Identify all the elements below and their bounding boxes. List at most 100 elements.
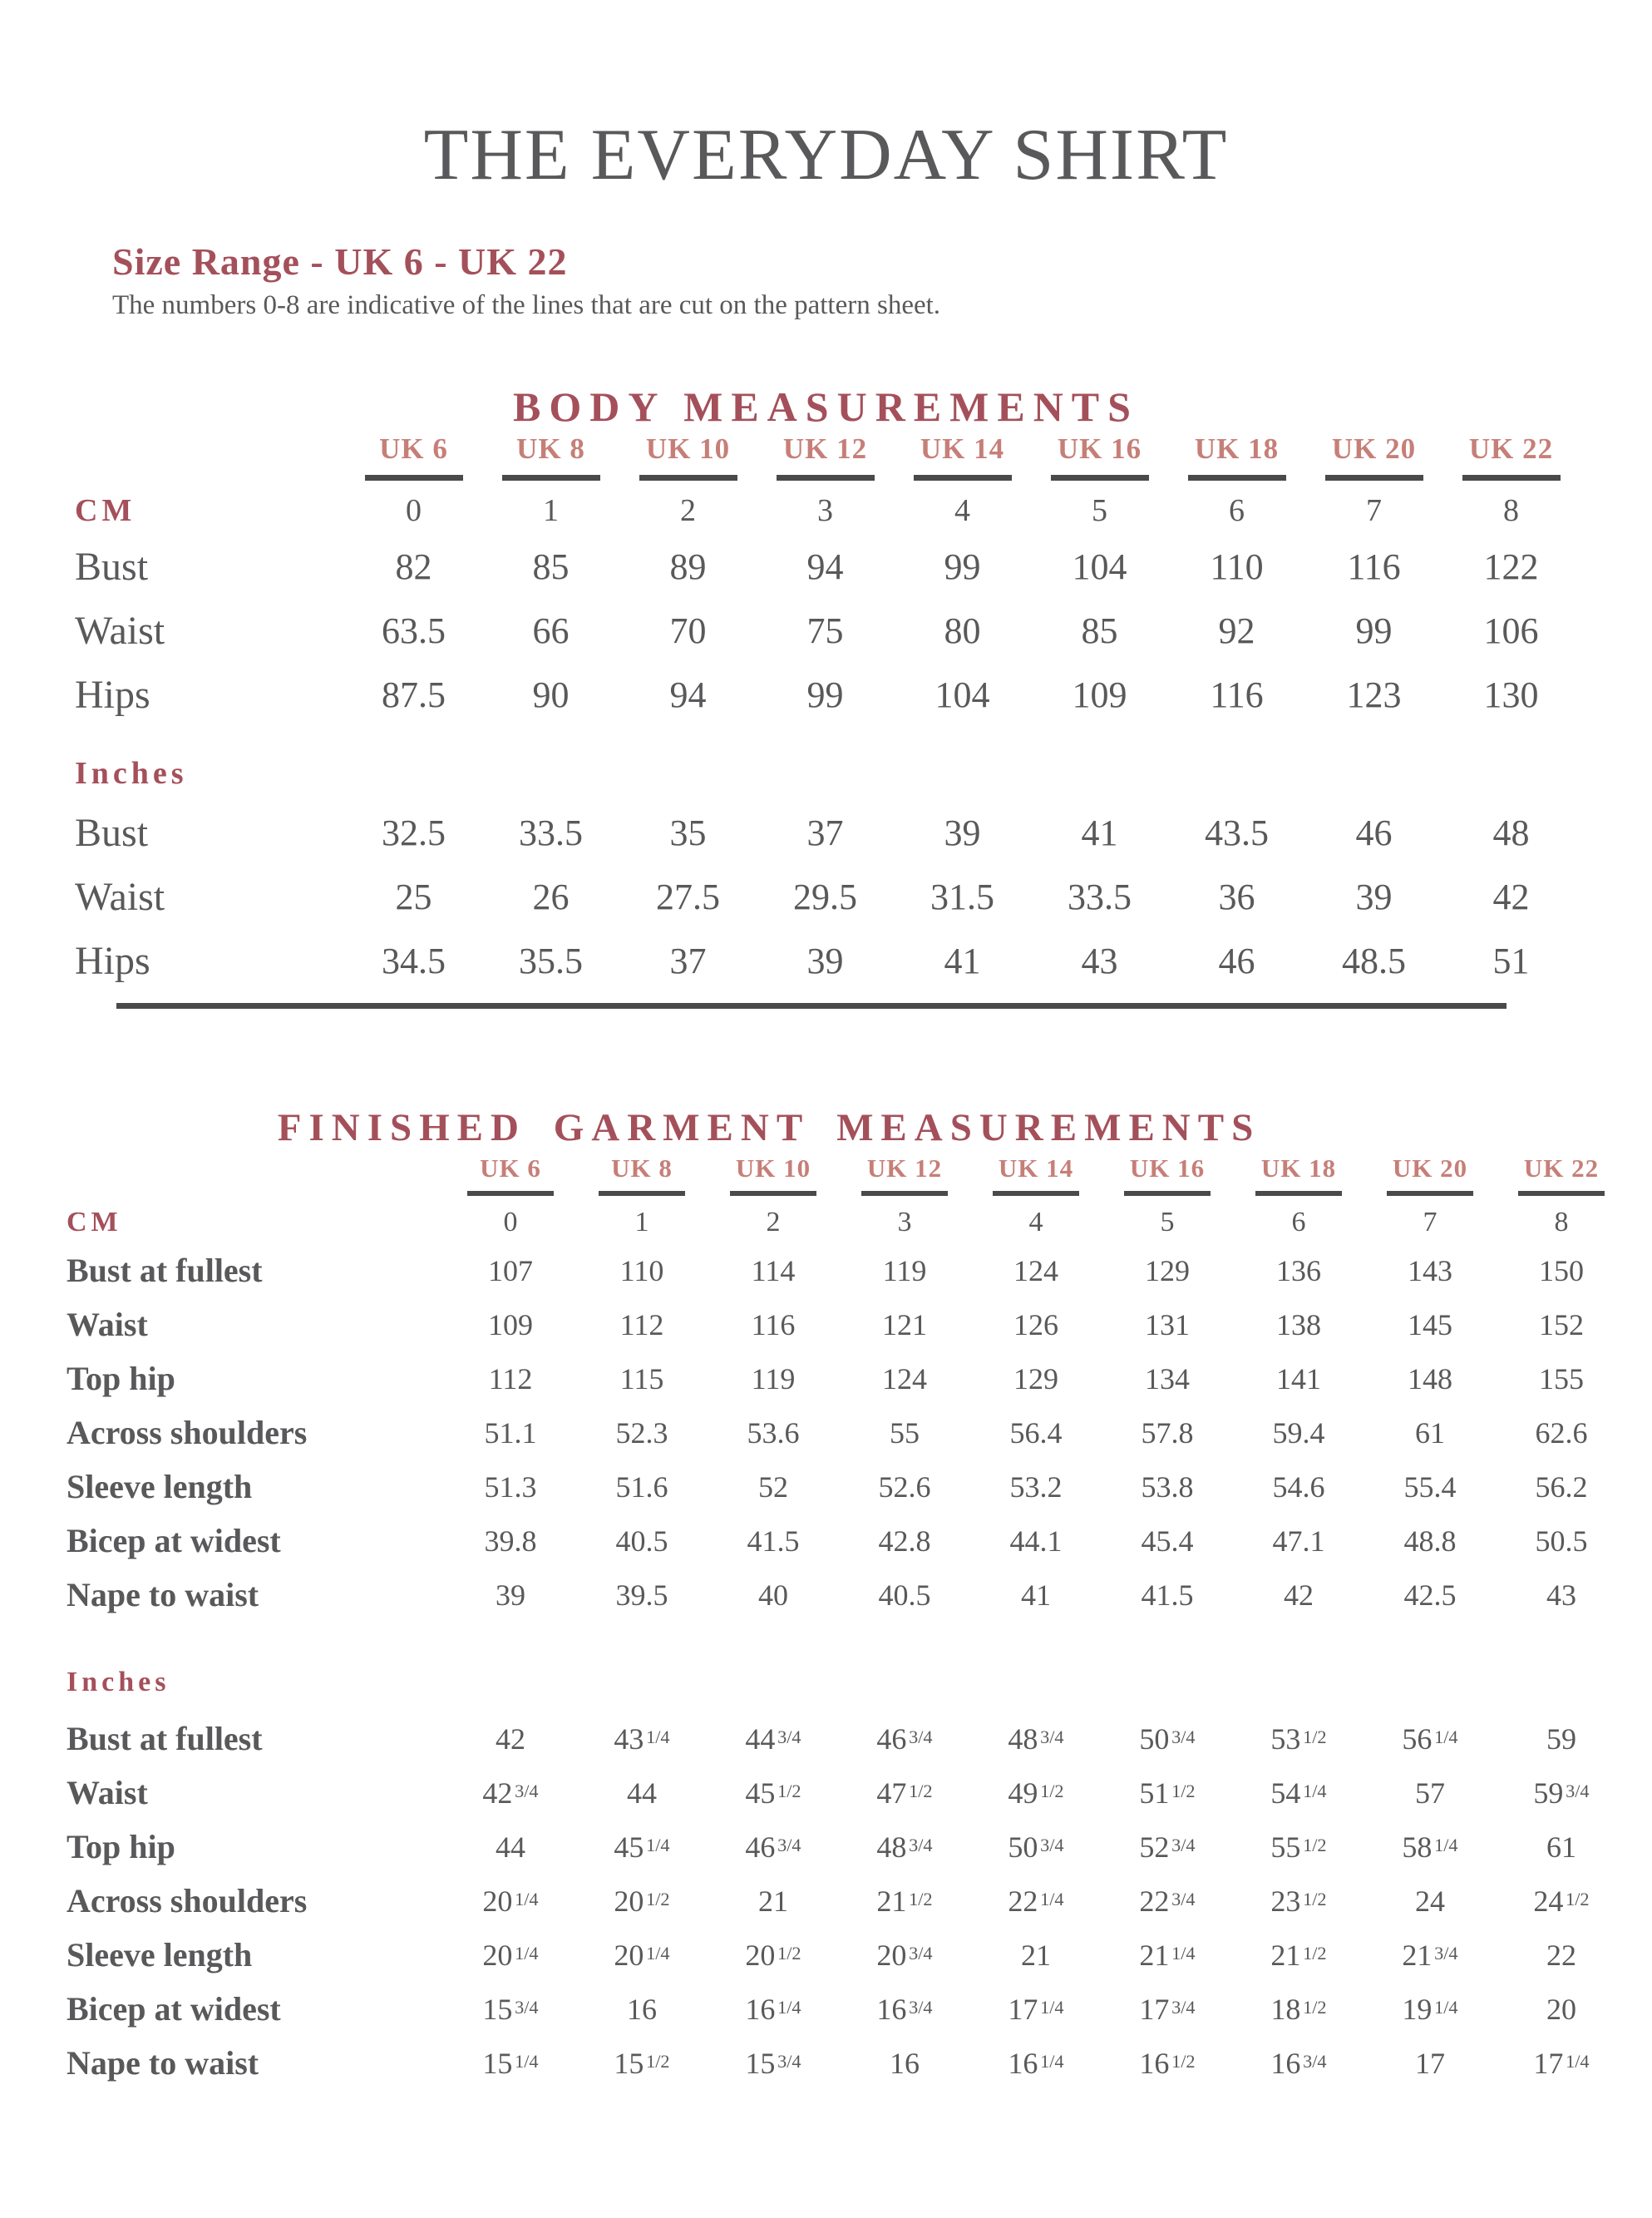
page-title: THE EVERYDAY SHIRT: [423, 114, 1229, 195]
measurement-value-cm: 99: [1355, 610, 1393, 651]
fraction-part: 1/2: [1303, 1726, 1327, 1748]
fraction-part: 1/4: [515, 1889, 539, 1910]
measurement-value-cm: 82: [395, 546, 432, 587]
measurement-value-cm: 53.2: [1009, 1470, 1063, 1504]
fraction-part: 3/4: [1171, 1835, 1196, 1856]
unit-label-inches: Inches: [67, 1667, 170, 1697]
underline-row-spacer: [75, 468, 345, 487]
fraction-part: 1/4: [1040, 2051, 1064, 2072]
measurement-value-inches: 21: [1021, 1938, 1051, 1972]
column-underline: [1050, 474, 1149, 481]
fraction-part: 1/2: [1566, 1889, 1590, 1910]
measurement-value-inches: 27.5: [656, 876, 720, 917]
measurement-value-inches: 36: [1218, 876, 1255, 917]
unit-row-spacer: [1364, 1622, 1496, 1712]
measurement-value-inches: 48 3/4: [1008, 1722, 1064, 1756]
measurement-value-inches: 20 1/4: [614, 1938, 670, 1972]
measurement-value-inches: 46 3/4: [745, 1830, 801, 1864]
measurement-value-cm: 124: [882, 1361, 927, 1396]
section-title-body-measurements: BODY MEASUREMENTS: [513, 383, 1139, 430]
uk-size-header: UK 22: [1523, 1153, 1600, 1183]
measurement-value-cm: 87.5: [382, 674, 446, 715]
measurement-value-cm: 59.4: [1272, 1415, 1325, 1450]
measurement-value-inches: 42 3/4: [482, 1776, 539, 1810]
pattern-line-number: 6: [1229, 493, 1245, 528]
unit-row-spacer: [1496, 1622, 1627, 1712]
measurement-value-inches: 25: [395, 876, 432, 917]
pattern-line-number: 3: [817, 493, 833, 528]
fraction-part: 3/4: [909, 1997, 933, 2018]
fraction-part: 1/4: [1171, 1943, 1196, 1964]
fraction-part: 3/4: [1171, 1889, 1196, 1910]
fraction-part: 1/4: [1434, 1997, 1458, 2018]
unit-label-inches: Inches: [75, 756, 188, 791]
measurement-value-inches: 39: [1355, 876, 1393, 917]
uk-size-header: UK 20: [1392, 1153, 1468, 1183]
measurement-value-inches: 48: [1492, 812, 1530, 853]
unit-label-cm: CM: [75, 493, 136, 528]
measurement-value-inches: 20: [1546, 1992, 1576, 2026]
measurement-value-inches: 16 1/4: [745, 1992, 801, 2026]
measurement-value-cm: 90: [532, 674, 570, 715]
measurement-value-inches: 46 3/4: [876, 1722, 933, 1756]
measurement-value-cm: 54.6: [1272, 1470, 1325, 1504]
pattern-line-number: 6: [1291, 1207, 1306, 1237]
measurement-value-cm: 122: [1483, 546, 1539, 587]
measurement-value-cm: 53.8: [1141, 1470, 1194, 1504]
fraction-part: 1/2: [646, 2051, 670, 2072]
uk-column-rule: [345, 468, 482, 487]
measurement-value-inches: 21 1/2: [1270, 1938, 1327, 1972]
measurement-value-inches: 37: [669, 940, 707, 981]
measurement-value-cm: 99: [806, 674, 844, 715]
measurement-value-inches: 43 1/4: [614, 1722, 670, 1756]
measurement-value-inches: 35.5: [519, 940, 583, 981]
measurement-value-cm: 63.5: [382, 610, 446, 651]
measurement-value-cm: 51.3: [484, 1470, 537, 1504]
measurement-value-inches: 26: [532, 876, 570, 917]
measurement-value-inches: 50 3/4: [1139, 1722, 1196, 1756]
uk-column-rule: [482, 468, 619, 487]
section-divider: [116, 1003, 1507, 1009]
uk-size-header: UK 18: [1260, 1153, 1337, 1183]
uk-column-rule: [1102, 1185, 1233, 1202]
column-underline: [599, 1191, 685, 1196]
measurement-value-inches: 55 1/2: [1270, 1830, 1327, 1864]
measurement-value-inches: 33.5: [519, 812, 583, 853]
pattern-line-number: 1: [543, 493, 559, 528]
measurement-value-inches: 48 3/4: [876, 1830, 933, 1864]
unit-row-spacer: [1102, 1622, 1233, 1712]
finished-garment-table: UK 6 UK 8 UK 10 UK 12 UK 14 UK 16 UK 18 UK 20 UK…: [67, 1138, 1627, 2090]
fraction-part: 1/4: [646, 1943, 670, 1964]
fraction-part: 1/2: [646, 1889, 670, 1910]
fraction-part: 1/2: [909, 1889, 933, 1910]
measurement-value-inches: 17 1/4: [1533, 2046, 1590, 2080]
measurement-value-inches: 57: [1415, 1776, 1445, 1810]
row-label-inches: Bust: [75, 810, 149, 855]
measurement-value-cm: 42.8: [878, 1524, 931, 1558]
measurement-value-cm: 116: [1347, 546, 1401, 587]
measurement-value-inches: 21 3/4: [1402, 1938, 1458, 1972]
measurement-value-inches: 20 1/2: [614, 1884, 670, 1918]
unit-row-spacer: [482, 727, 619, 801]
measurement-value-cm: 116: [1210, 674, 1264, 715]
measurement-value-inches: 53 1/2: [1270, 1722, 1327, 1756]
measurement-value-inches: 21 1/4: [1139, 1938, 1196, 1972]
measurement-value-cm: 42: [1284, 1578, 1314, 1612]
measurement-value-inches: 29.5: [793, 876, 857, 917]
uk-size-header: UK 10: [735, 1153, 811, 1183]
uk-size-header: UK 14: [998, 1153, 1074, 1183]
uk-column-rule: [1442, 468, 1580, 487]
row-label-cm: Nape to waist: [67, 1575, 259, 1613]
row-label-cm: Bicep at widest: [67, 1521, 281, 1559]
pattern-line-number: 1: [634, 1207, 649, 1237]
measurement-value-inches: 16 3/4: [876, 1992, 933, 2026]
measurement-value-cm: 136: [1276, 1253, 1321, 1287]
row-label-inches: Nape to waist: [67, 2043, 259, 2082]
row-label-inches: Sleeve length: [67, 1935, 253, 1973]
measurement-value-cm: 56.4: [1009, 1415, 1063, 1450]
row-label-cm: Bust at fullest: [67, 1251, 263, 1289]
measurement-value-inches: 58 1/4: [1402, 1830, 1458, 1864]
measurement-value-cm: 39: [496, 1578, 525, 1612]
pattern-line-number: 8: [1503, 493, 1519, 528]
measurement-value-inches: 17: [1415, 2046, 1445, 2080]
